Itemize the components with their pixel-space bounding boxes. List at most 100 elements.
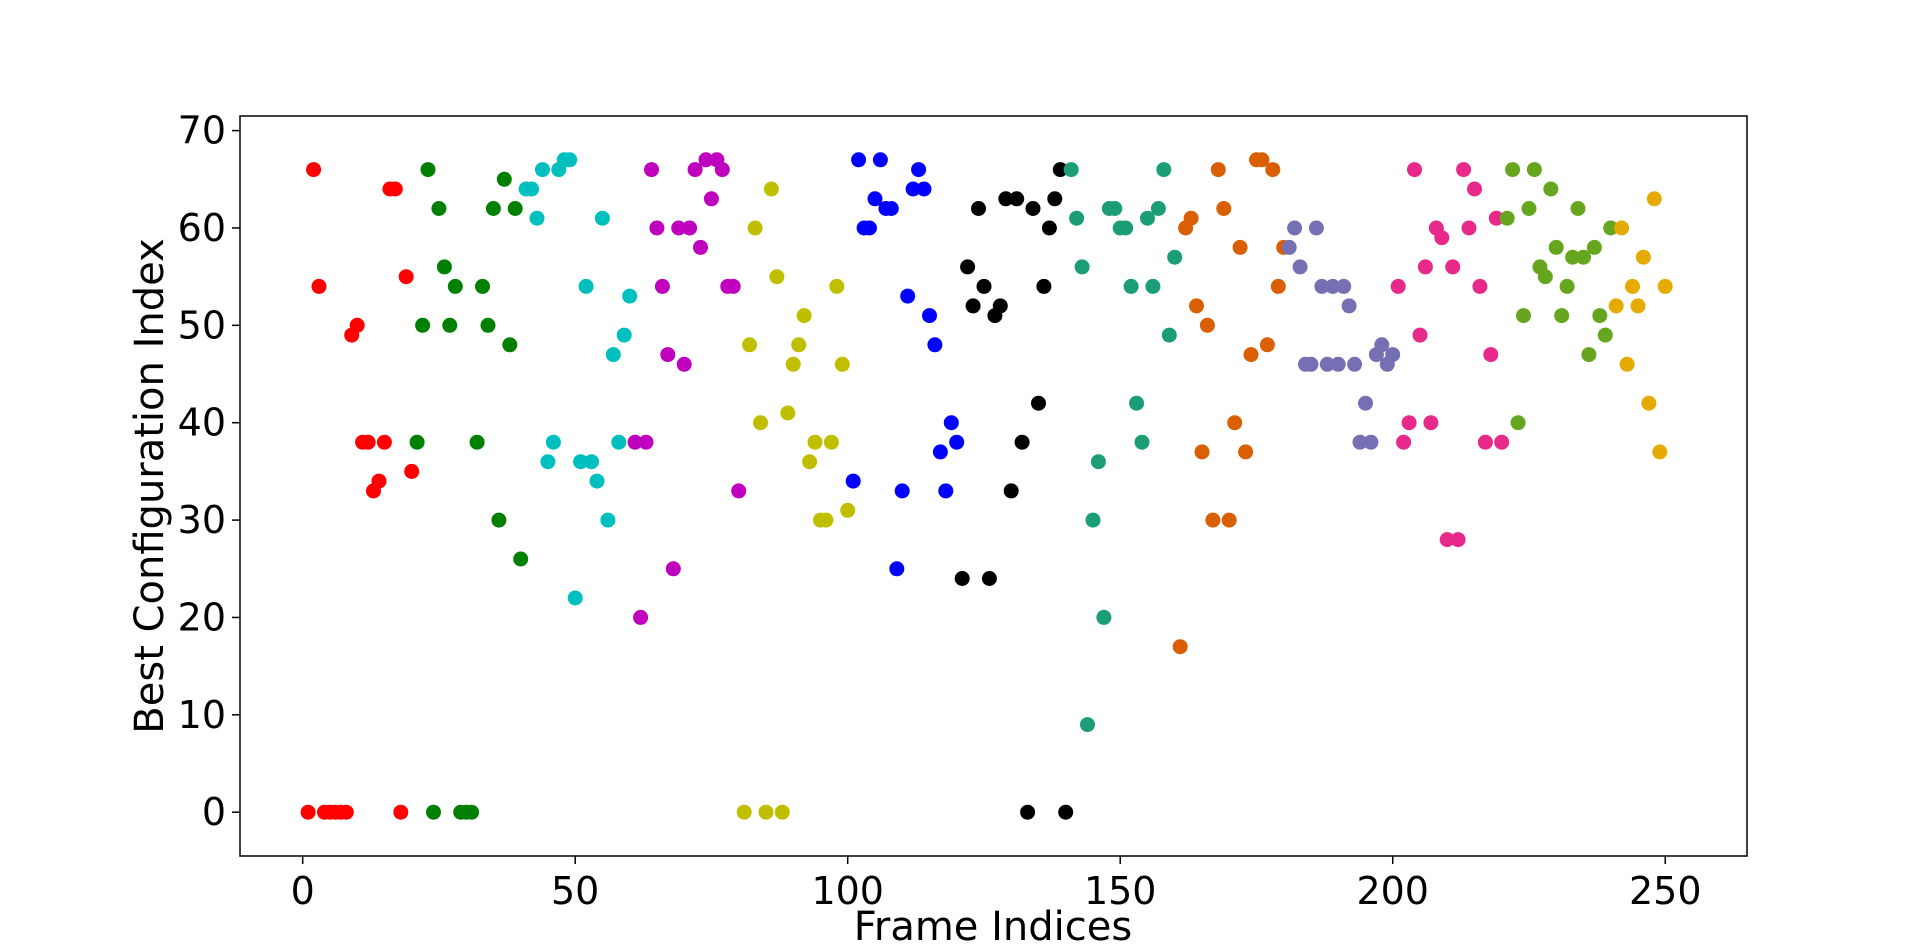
- data-point: [611, 434, 627, 450]
- data-point: [1090, 454, 1106, 470]
- x-tick-label: 50: [551, 869, 599, 913]
- data-point: [851, 152, 867, 168]
- data-point: [1145, 278, 1161, 294]
- data-point: [1467, 181, 1482, 197]
- data-point: [1210, 162, 1226, 178]
- y-tick-label: 50: [178, 303, 226, 347]
- data-point: [753, 415, 768, 431]
- data-point: [306, 162, 322, 178]
- y-tick-label: 10: [178, 693, 226, 737]
- data-point: [1456, 162, 1472, 178]
- y-tick-label: 40: [178, 401, 226, 445]
- data-point: [1559, 278, 1575, 294]
- data-point: [785, 356, 801, 372]
- data-point: [780, 405, 796, 421]
- data-point: [404, 463, 420, 479]
- data-point: [1319, 356, 1335, 372]
- data-point: [1390, 278, 1406, 294]
- data-point: [1014, 434, 1030, 450]
- data-point: [807, 434, 823, 450]
- data-point: [1625, 278, 1640, 294]
- data-point: [714, 162, 730, 178]
- data-point: [889, 561, 905, 577]
- data-point: [485, 201, 501, 216]
- data-point: [916, 181, 932, 197]
- data-point: [1270, 278, 1286, 294]
- data-point: [436, 259, 452, 275]
- data-point: [387, 181, 403, 197]
- data-point: [1041, 220, 1057, 236]
- data-point: [376, 434, 392, 450]
- data-point: [949, 434, 965, 450]
- data-point: [1548, 239, 1564, 255]
- data-point: [1058, 804, 1074, 820]
- data-point: [1047, 191, 1063, 207]
- data-point: [1314, 278, 1330, 294]
- data-point: [1652, 444, 1668, 460]
- data-point: [1352, 434, 1368, 450]
- data-point: [1586, 239, 1602, 255]
- data-point: [818, 512, 834, 528]
- data-point: [742, 337, 758, 353]
- data-point: [1576, 249, 1591, 265]
- data-point: [796, 308, 812, 324]
- data-point: [960, 259, 976, 275]
- data-point: [1554, 308, 1570, 324]
- data-point: [943, 415, 959, 431]
- y-tick-label: 20: [178, 595, 226, 639]
- data-point: [1407, 162, 1422, 178]
- data-point: [703, 191, 719, 207]
- data-point: [927, 337, 943, 353]
- data-point: [638, 434, 654, 450]
- data-point: [1385, 347, 1401, 363]
- data-point: [1134, 434, 1150, 450]
- data-point: [1085, 512, 1101, 528]
- data-point: [1150, 201, 1166, 216]
- data-point: [922, 308, 937, 324]
- data-point: [496, 171, 512, 187]
- data-point: [932, 444, 948, 460]
- data-point: [605, 347, 621, 363]
- data-point: [971, 201, 986, 216]
- x-tick-label: 100: [811, 869, 884, 913]
- data-point: [998, 191, 1014, 207]
- x-axis-label: Frame Indices: [854, 904, 1132, 949]
- x-axis: 0 50 100 150 200 250: [291, 856, 1702, 913]
- data-point: [1189, 298, 1204, 314]
- data-point: [1608, 298, 1624, 314]
- data-point: [600, 512, 616, 528]
- data-point: [464, 804, 480, 820]
- data-point: [540, 454, 556, 470]
- data-point: [1417, 259, 1433, 275]
- data-point: [1657, 278, 1673, 294]
- data-point: [660, 347, 676, 363]
- data-point: [829, 278, 845, 294]
- data-point: [665, 561, 681, 577]
- data-point: [562, 152, 578, 168]
- data-point: [524, 181, 540, 197]
- data-point: [584, 454, 599, 470]
- data-point: [845, 473, 861, 489]
- data-point: [1069, 210, 1085, 226]
- data-point: [1450, 532, 1466, 548]
- data-point: [763, 181, 779, 197]
- data-point: [965, 298, 981, 314]
- data-point: [513, 551, 529, 567]
- data-point: [1472, 278, 1488, 294]
- data-point: [1630, 298, 1646, 314]
- x-tick-label: 250: [1629, 869, 1702, 913]
- data-point: [1543, 181, 1559, 197]
- data-point: [1483, 347, 1499, 363]
- data-point: [1526, 162, 1542, 178]
- data-point: [1036, 278, 1052, 294]
- data-point: [1341, 298, 1357, 314]
- data-point: [426, 804, 441, 820]
- data-point: [911, 162, 927, 178]
- data-point: [1080, 717, 1095, 733]
- data-point: [654, 278, 670, 294]
- data-point: [409, 434, 425, 450]
- y-axis-label: Best Configuration Index: [127, 238, 173, 733]
- data-point: [1570, 201, 1586, 216]
- data-point: [725, 278, 741, 294]
- data-point: [480, 317, 496, 333]
